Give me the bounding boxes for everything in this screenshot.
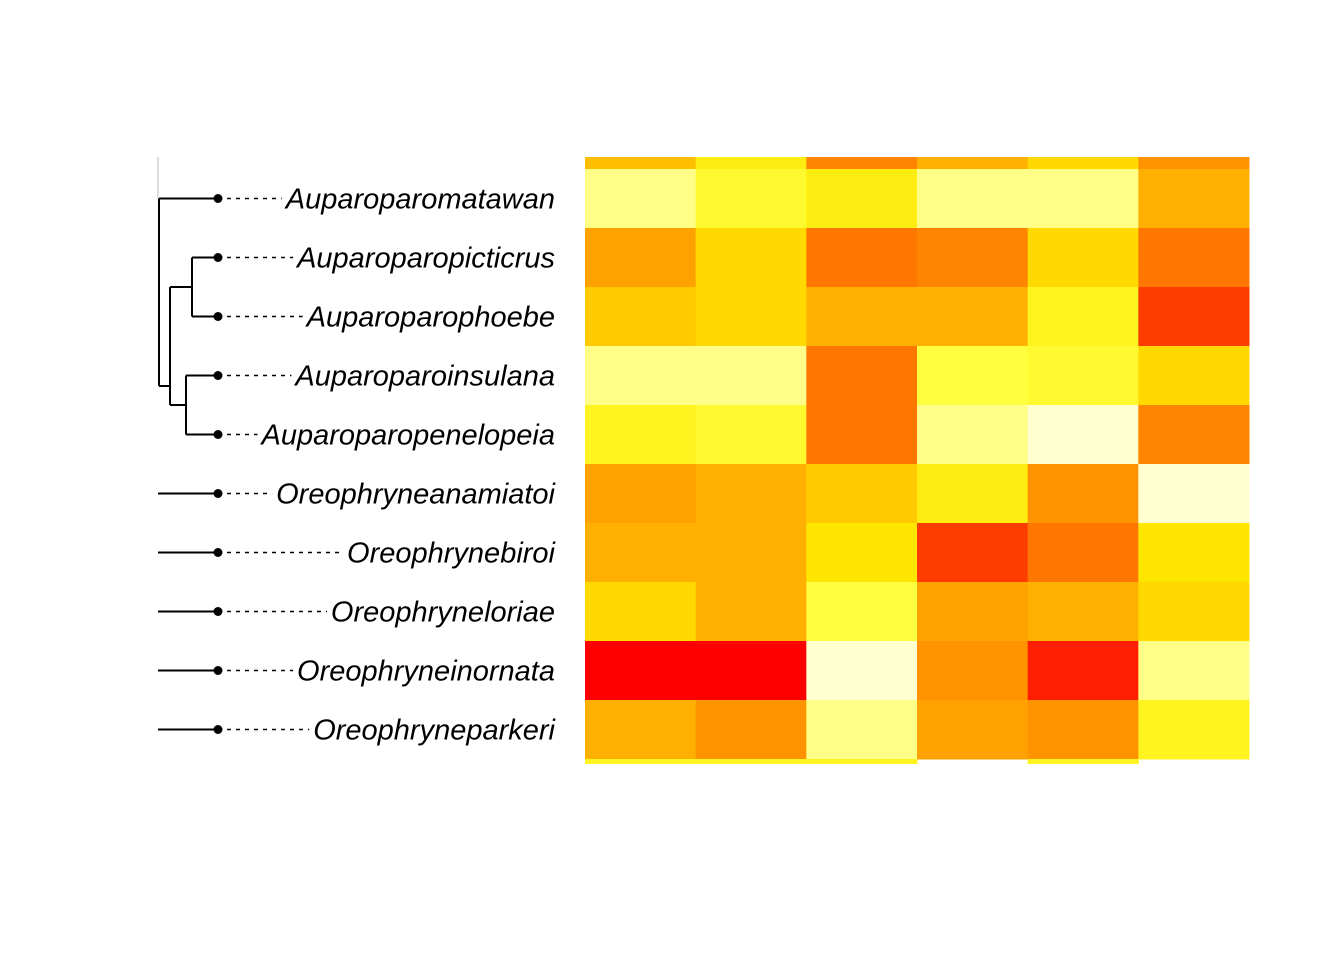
heatmap-cell [806,523,918,583]
heatmap-cell [585,346,697,406]
heatmap-cell [1138,523,1250,583]
heatmap-cell [917,287,1029,347]
phylogenetic-tree [157,157,223,734]
heatmap-edge-cell-top [917,157,1029,169]
heatmap-cell [585,523,697,583]
heatmap-cell [917,405,1029,465]
heatmap-cell [1138,405,1250,465]
heatmap-cell [585,169,697,229]
heatmap-cell [806,405,918,465]
heatmap-cell [1027,405,1139,465]
heatmap-cell [1138,346,1250,406]
heatmap-edge-cell-bottom [1027,759,1139,764]
heatmap-cell [806,346,918,406]
heatmap-edge-cell-bottom [806,759,918,764]
heatmap-cell [1138,169,1250,229]
tip-label: Oreophrynebiroi [347,538,556,570]
heatmap-cell [695,523,807,583]
heatmap-cell [1027,641,1139,701]
heatmap-cell [695,582,807,642]
heatmap-edge-cell-top [1027,157,1139,169]
tip-labels: Auparoparomatawan Auparoparopicticrus Aupa… [218,184,557,747]
heatmap-cell [1027,169,1139,229]
heatmap-cell [917,228,1029,288]
heatmap-cell [917,700,1029,760]
heatmap-cell [585,464,697,524]
tip-label: Oreophryneparkeri [313,715,556,747]
heatmap-cell [585,700,697,760]
heatmap-cell [1138,582,1250,642]
tip-label: Auparoparoinsulana [293,361,555,393]
tip-label: Oreophryneanamiatoi [276,479,556,511]
heatmap-cell [1027,346,1139,406]
heatmap-cell [695,169,807,229]
heatmap-cell [806,700,918,760]
heatmap-cell [917,582,1029,642]
heatmap-cell [585,641,697,701]
heatmap-cell [917,464,1029,524]
heatmap-cell [806,641,918,701]
heatmap-cell [695,700,807,760]
heatmap-cell [1027,464,1139,524]
heatmap-cell [695,464,807,524]
heatmap-cell [1138,228,1250,288]
heatmap-cell [585,582,697,642]
heatmap-cell [806,464,918,524]
heatmap-edge-cell-top [806,157,918,169]
heatmap-cell [917,641,1029,701]
heatmap-edge-cell-top [1138,157,1250,169]
tip-label: Auparoparomatawan [284,184,555,216]
heatmap-edge-cell-top [585,157,697,169]
heatmap-cell [806,287,918,347]
heatmap-cell [1138,641,1250,701]
heatmap-edge-cell-bottom [695,759,807,764]
heatmap-cell [695,641,807,701]
tip-label: Oreophryneloriae [331,597,555,629]
tip-label: Auparoparophoebe [305,302,555,334]
heatmap-cell [695,287,807,347]
heatmap-cell [1138,287,1250,347]
heatmap-cell [585,228,697,288]
heatmap-cell [1027,700,1139,760]
heatmap-cell [917,523,1029,583]
heatmap-cell [695,228,807,288]
heatmap-cell [695,405,807,465]
heatmap-edge-cell-top [695,157,807,169]
heatmap-cell [1138,464,1250,524]
tip-label: Oreophryneinornata [297,656,555,688]
heatmap-cell [1027,582,1139,642]
heatmap-cell [806,582,918,642]
tip-label: Auparoparopicticrus [295,243,555,275]
heatmap-cell [695,346,807,406]
heatmap-grid [585,157,1250,764]
heatmap-cell [1027,228,1139,288]
heatmap-cell [585,287,697,347]
heatmap-cell [585,405,697,465]
heatmap-cell [917,169,1029,229]
heatmap-cell [1027,287,1139,347]
heatmap-edge-cell-bottom [585,759,697,764]
heatmap-cell [917,346,1029,406]
heatmap-cell [806,228,918,288]
tip-label: Auparoparopenelopeia [260,420,555,452]
heatmap-cell [1027,523,1139,583]
heatmap-cell [806,169,918,229]
heatmap-cell [1138,700,1250,760]
